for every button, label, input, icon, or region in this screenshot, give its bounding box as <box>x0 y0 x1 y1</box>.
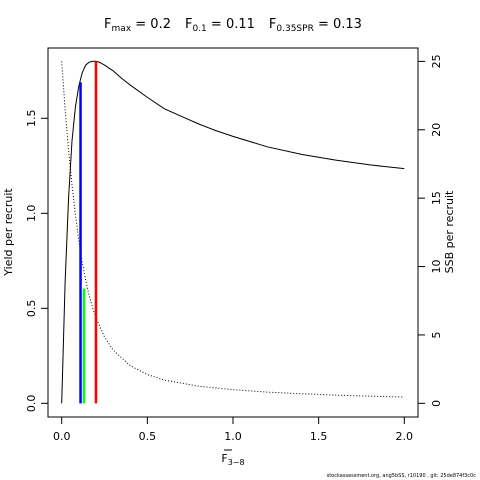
y-tick-label: 1.0 <box>25 205 38 223</box>
chart-title: Fmax = 0.2 F0.1 = 0.11 F0.35SPR = 0.13 <box>104 17 362 34</box>
title-subscript: 0.1 <box>192 24 206 34</box>
y2-tick-label: 15 <box>430 191 443 205</box>
y-axis-right: 0 5 10 15 20 25 <box>418 54 443 407</box>
title-text: Fmax = 0.2 F0.1 = 0.11 F0.35SPR = 0.13 <box>104 17 362 34</box>
ssb-per-recruit-line <box>61 61 405 398</box>
title-value: = 0.11 <box>207 17 255 32</box>
yield-per-recruit-line <box>61 60 405 404</box>
reference-lines <box>79 61 98 404</box>
x-axis-label-text: F3−8 <box>221 452 244 467</box>
y2-tick-label: 10 <box>430 260 443 274</box>
x-tick-label: 0.0 <box>53 430 71 443</box>
x-tick-label: 2.0 <box>396 430 414 443</box>
y-tick-label: 1.5 <box>25 110 38 128</box>
y-tick-label: 0.5 <box>25 300 38 318</box>
y2-axis-label: SSB per recruit <box>443 190 456 273</box>
x-tick-label: 0.5 <box>139 430 157 443</box>
title-subscript: max <box>112 24 132 34</box>
series-group <box>61 60 405 404</box>
y-tick-label: 0.0 <box>25 395 38 413</box>
x-label-symbol: F <box>221 452 227 465</box>
plot-frame <box>47 47 419 418</box>
x-axis: 0.0 0.5 1.0 1.5 2.0 <box>53 416 414 443</box>
title-subscript: 0.35SPR <box>276 24 313 34</box>
title-symbol: F <box>104 17 111 32</box>
title-symbol: F <box>269 17 276 32</box>
footer-note: stockassessment.org, ang5bSS, r10190 , g… <box>327 473 477 479</box>
y2-tick-label: 5 <box>430 331 443 338</box>
y-axis-label: Yield per recruit <box>2 188 15 277</box>
x-label-subscript: 3−8 <box>228 458 245 467</box>
x-tick-label: 1.5 <box>310 430 328 443</box>
title-value: = 0.13 <box>314 17 362 32</box>
x-tick-label: 1.0 <box>224 430 242 443</box>
y-axis-left: 0.0 0.5 1.0 1.5 <box>25 110 48 413</box>
y2-tick-label: 0 <box>430 400 443 407</box>
y2-tick-label: 20 <box>430 123 443 137</box>
x-axis-label: F3−8 <box>221 449 245 467</box>
y2-tick-label: 25 <box>430 54 443 68</box>
title-symbol: F <box>185 17 192 32</box>
title-value: = 0.2 <box>131 17 171 32</box>
